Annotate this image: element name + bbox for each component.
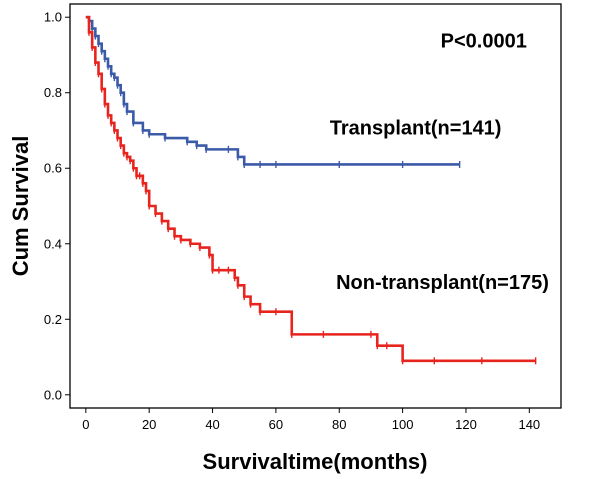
y-tick-label: 0.6 (44, 161, 62, 176)
annotations: P<0.0001 Transplant(n=141) Non-transplant(… (330, 30, 549, 294)
x-tick-label: 80 (332, 417, 346, 432)
y-tick-label: 0.2 (44, 312, 62, 327)
y-axis-ticks: 0.0 0.2 0.4 0.6 0.8 1.0 (44, 10, 70, 402)
transplant-curve (85, 15, 460, 166)
y-tick-label: 1.0 (44, 10, 62, 25)
x-tick-label: 100 (392, 417, 414, 432)
y-axis-label: Cum Survival (8, 136, 33, 277)
transplant-label: Transplant(n=141) (330, 117, 502, 139)
x-tick-label: 20 (142, 417, 156, 432)
x-tick-label: 40 (205, 417, 219, 432)
x-axis-label: Survivaltime(months) (203, 449, 428, 474)
x-tick-label: 120 (455, 417, 477, 432)
non-transplant-label: Non-transplant(n=175) (336, 272, 549, 294)
y-tick-label: 0.8 (44, 85, 62, 100)
x-tick-label: 140 (518, 417, 540, 432)
survival-curves (85, 15, 537, 365)
x-tick-label: 0 (82, 417, 89, 432)
x-axis-ticks: 0 20 40 60 80 100 120 140 (82, 408, 540, 432)
x-tick-label: 60 (269, 417, 283, 432)
y-tick-label: 0.0 (44, 387, 62, 402)
y-tick-label: 0.4 (44, 236, 62, 251)
plot-frame (69, 3, 562, 409)
p-value-annotation: P<0.0001 (441, 30, 527, 52)
